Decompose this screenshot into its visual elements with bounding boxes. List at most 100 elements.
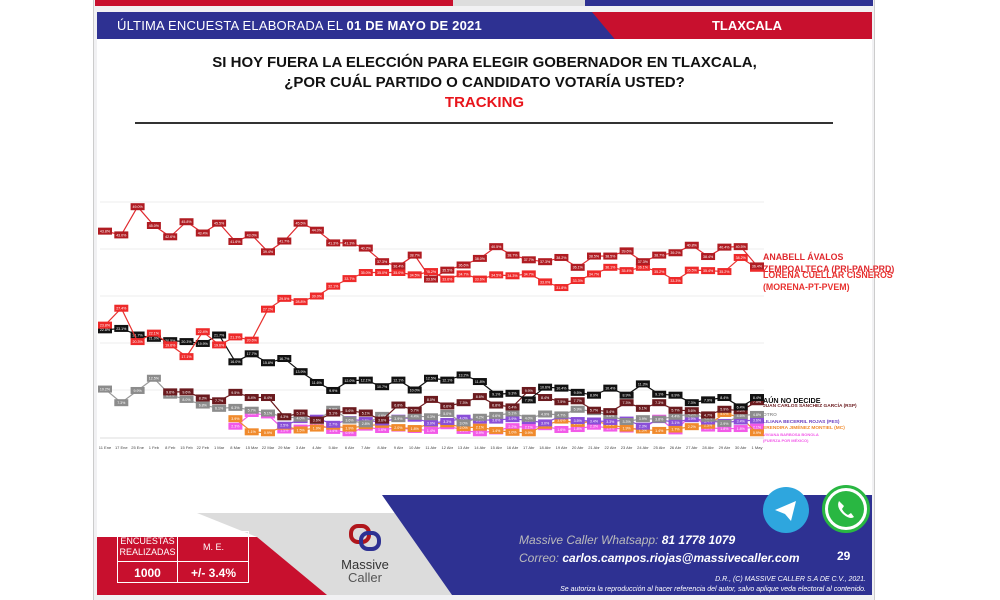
data-point bbox=[668, 249, 683, 257]
data-label: 36.1% bbox=[638, 266, 649, 270]
data-point bbox=[733, 407, 748, 415]
whatsapp-icon[interactable] bbox=[822, 485, 870, 533]
data-label: 41.7% bbox=[279, 239, 290, 243]
data-label: 43.0% bbox=[247, 233, 258, 237]
data-label: 36.6% bbox=[458, 263, 469, 267]
data-label: 1.8% bbox=[574, 427, 583, 431]
data-point bbox=[261, 305, 275, 313]
legend-entry: (FUERZA POR MÉXICO) bbox=[763, 438, 809, 443]
data-label: 35.2% bbox=[426, 270, 437, 274]
data-point bbox=[505, 272, 520, 280]
data-label: 34.7% bbox=[458, 272, 469, 276]
data-label: 11.8% bbox=[475, 380, 486, 384]
copyright: D.R., (C) MASSIVE CALLER S.A DE C.V., 20… bbox=[715, 576, 866, 583]
data-label: 2.3% bbox=[639, 425, 648, 429]
data-label: 37.3% bbox=[540, 260, 551, 264]
data-point bbox=[228, 415, 243, 423]
data-label: 3.9% bbox=[394, 417, 403, 421]
data-label: 4.7% bbox=[704, 413, 713, 417]
data-label: 7.5% bbox=[753, 400, 762, 404]
question-line-2: ¿POR CUÁL PARTIDO O CANDIDATO VOTARÍA US… bbox=[284, 74, 685, 91]
data-point bbox=[130, 331, 145, 339]
data-label: 12.5% bbox=[149, 377, 160, 381]
data-label: 11.3% bbox=[638, 382, 649, 386]
data-label: 12.1% bbox=[442, 379, 453, 383]
data-label: 2.5% bbox=[280, 424, 289, 428]
data-point bbox=[309, 292, 324, 300]
margin-error-label: M. E. bbox=[178, 532, 249, 562]
data-label: 2.0% bbox=[394, 426, 403, 430]
data-label: 7.7% bbox=[574, 399, 583, 403]
data-label: 15.8% bbox=[263, 361, 274, 365]
data-label: 45.0% bbox=[149, 224, 160, 228]
data-point bbox=[570, 405, 585, 413]
data-label: 35.5% bbox=[687, 269, 698, 273]
data-label: 3.6% bbox=[345, 418, 354, 422]
data-point bbox=[489, 271, 504, 279]
data-point bbox=[424, 419, 438, 427]
data-point bbox=[375, 258, 390, 266]
data-label: 9.9% bbox=[525, 389, 534, 393]
data-point bbox=[619, 267, 634, 275]
data-point bbox=[424, 426, 438, 434]
data-label: 42.6% bbox=[165, 235, 176, 239]
data-label: 2.8% bbox=[362, 422, 371, 426]
data-point bbox=[750, 398, 764, 406]
data-label: 38.7% bbox=[654, 254, 665, 258]
data-label: 7.7% bbox=[215, 399, 224, 403]
data-label: 37.3% bbox=[377, 260, 388, 264]
data-label: 3.3% bbox=[443, 420, 452, 424]
data-label: 39.4% bbox=[263, 250, 274, 254]
legend-entry: (MORENA-PT-PVEM) bbox=[763, 282, 850, 292]
data-label: 38.2% bbox=[736, 256, 747, 260]
data-point bbox=[733, 243, 748, 251]
data-label: 19.6% bbox=[165, 343, 176, 347]
data-label: 13.9% bbox=[295, 370, 306, 374]
data-label: 4.0% bbox=[704, 417, 713, 421]
data-label: 8.4% bbox=[753, 396, 762, 400]
data-point bbox=[277, 421, 292, 429]
data-label: 2.9% bbox=[720, 422, 729, 426]
data-point bbox=[538, 258, 553, 266]
email-link[interactable]: carlos.campos.riojas@massivecaller.com bbox=[562, 551, 800, 565]
data-label: 10.4% bbox=[556, 387, 567, 391]
data-label: 4.9% bbox=[541, 412, 550, 416]
data-label: 1.8% bbox=[737, 427, 746, 431]
data-label: 34.3% bbox=[507, 274, 518, 278]
data-point bbox=[146, 329, 161, 337]
data-point bbox=[652, 415, 667, 423]
data-point bbox=[228, 358, 243, 366]
data-point bbox=[472, 393, 487, 401]
data-point bbox=[326, 420, 341, 428]
data-label: 2.6% bbox=[606, 423, 615, 427]
data-label: 5.6% bbox=[688, 409, 697, 413]
data-label: 12.5% bbox=[426, 377, 437, 381]
data-label: 27.4% bbox=[116, 307, 127, 311]
data-point bbox=[505, 428, 520, 436]
telegram-icon[interactable] bbox=[763, 487, 809, 533]
data-label: 19.6% bbox=[214, 343, 225, 347]
data-point bbox=[750, 423, 764, 431]
data-label: 2.2% bbox=[508, 425, 517, 429]
data-point bbox=[391, 376, 406, 384]
data-label: 41.3% bbox=[344, 241, 355, 245]
data-label: 3.9% bbox=[231, 417, 240, 421]
data-label: 21.7% bbox=[214, 333, 225, 337]
x-tick-label: 24 Abr bbox=[637, 445, 649, 450]
data-label: 39.2% bbox=[670, 251, 681, 255]
data-point bbox=[293, 426, 308, 434]
data-point bbox=[277, 413, 292, 421]
data-point bbox=[603, 263, 618, 271]
data-point bbox=[521, 414, 536, 422]
data-point bbox=[309, 378, 324, 386]
data-label: 2.2% bbox=[688, 425, 697, 429]
data-label: 19.9% bbox=[198, 342, 209, 346]
data-point bbox=[717, 243, 732, 251]
header-bar: ÚLTIMA ENCUESTA ELABORADA EL 01 DE MAYO … bbox=[97, 12, 872, 39]
data-point bbox=[440, 275, 455, 283]
whatsapp-number[interactable]: 81 1778 1079 bbox=[661, 533, 736, 547]
data-point bbox=[668, 418, 683, 426]
data-label: 2.5% bbox=[704, 424, 713, 428]
x-tick-label: 1 May bbox=[752, 445, 763, 450]
data-label: 11.6% bbox=[312, 381, 323, 385]
